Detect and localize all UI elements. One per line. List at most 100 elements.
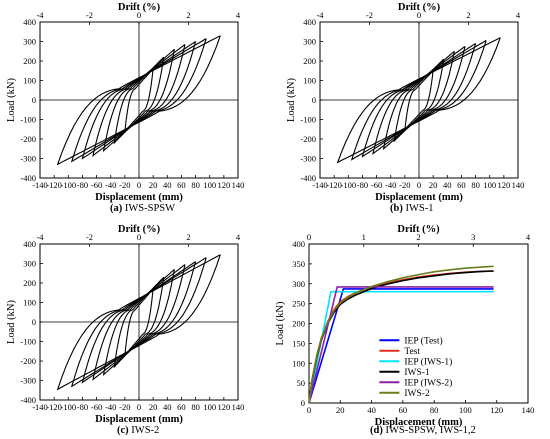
x-tick-label: -100 (60, 180, 76, 190)
hysteresis-loop (372, 45, 466, 155)
x-tick-label: 120 (217, 402, 230, 412)
legend-label: IWS-1 (404, 368, 430, 378)
y-tick-label: 300 (292, 279, 305, 289)
x-axis-label: Displacement (mm) (95, 414, 183, 425)
caption-d: (d) IWS-SPSW, IWS-1,2 (370, 425, 476, 436)
y-tick-label: 350 (292, 259, 305, 269)
hysteresis-loop (336, 37, 501, 164)
y-tick-label: 0 (301, 398, 305, 408)
caption-a-text: IWS-SPSW (124, 203, 176, 214)
x-tick-label: 100 (483, 180, 496, 190)
chart-panel-b: -140-120-100 -80 -60 -40 -20 0 20 40 60 80 100 120 1… (286, 2, 524, 203)
x-tick-label: 60 (399, 405, 408, 415)
y-tick-label: 250 (292, 299, 305, 309)
x-tick-label: -140 (32, 402, 48, 412)
x-axis-label: Displacement (mm) (375, 417, 463, 428)
x2-axis-label: Drift (%) (398, 2, 441, 13)
x-tick-label: 140 (232, 180, 245, 190)
x-tick-label: -40 (105, 180, 116, 190)
x-tick-label: 60 (457, 180, 466, 190)
caption-b: (b) IWS-1 (390, 203, 433, 214)
x-tick-label: 40 (163, 180, 172, 190)
y-tick-label: 400 (23, 17, 36, 27)
y-tick-label: 200 (303, 56, 316, 66)
x-tick-label: 0 (137, 402, 141, 412)
caption-c-text: IWS-2 (131, 425, 160, 436)
y-tick-label: 0 (32, 317, 36, 327)
x-tick-label: -120 (46, 180, 62, 190)
legend-label: IEP (IWS-2) (404, 378, 452, 389)
x-tick-label: 60 (177, 180, 186, 190)
y-tick-label: 400 (292, 239, 305, 249)
x-tick-label: 60 (177, 402, 186, 412)
y-axis-label: Load (kN) (286, 77, 297, 122)
x-tick-label: -80 (357, 180, 368, 190)
y-tick-label: 100 (292, 358, 305, 368)
series-line (308, 286, 494, 404)
x-tick-label: 80 (430, 405, 439, 415)
legend-label: IEP (IWS-1) (404, 357, 452, 368)
y-tick-label: -100 (20, 337, 36, 347)
x-tick-label: 80 (191, 180, 200, 190)
caption-b-tag: (b) (390, 203, 403, 214)
x-tick-label: 0 (137, 180, 141, 190)
y-tick-label: -300 (20, 376, 36, 386)
x2-tick-label: 4 (516, 10, 521, 20)
y-axis-label: Load (kN) (275, 301, 286, 346)
x-tick-label: -120 (46, 402, 62, 412)
x-tick-label: 80 (191, 402, 200, 412)
x-tick-label: -100 (60, 402, 76, 412)
chart-panel-c: -140-120-100 -80 -60 -40 -20 0 20 40 60 80 100 120 1… (6, 224, 244, 425)
x-tick-label: 0 (307, 405, 311, 415)
x-axis-label: Displacement (mm) (95, 192, 183, 203)
x2-axis-label: Drift (%) (118, 224, 161, 235)
x-tick-label: 140 (522, 405, 535, 415)
x-tick-label: -80 (77, 402, 88, 412)
x-tick-label: -80 (77, 180, 88, 190)
y-tick-label: 0 (312, 95, 316, 105)
y-tick-label: 300 (303, 37, 316, 47)
x2-tick-label: 2 (466, 10, 470, 20)
x-tick-label: -60 (91, 180, 102, 190)
x-tick-label: 100 (203, 180, 216, 190)
y-tick-label: -200 (300, 134, 316, 144)
hysteresis-loop (70, 38, 207, 163)
x2-tick-label: -2 (86, 10, 93, 20)
series-line (308, 265, 494, 404)
x-tick-label: -140 (32, 180, 48, 190)
x-tick-label: -20 (119, 402, 130, 412)
y-tick-label: -300 (20, 154, 36, 164)
x2-tick-label: -2 (86, 232, 93, 242)
y-tick-label: -400 (20, 395, 36, 405)
x-tick-label: 40 (163, 402, 172, 412)
x2-tick-label: 0 (417, 10, 421, 20)
x-tick-label: -20 (399, 180, 410, 190)
legend-label: Test (404, 347, 420, 357)
x-tick-label: -40 (105, 402, 116, 412)
caption-b-text: IWS-1 (405, 203, 434, 214)
y-tick-label: 100 (303, 76, 316, 86)
x-tick-label: -60 (91, 402, 102, 412)
x2-tick-label: 0 (307, 232, 311, 242)
x2-tick-label: 1 (362, 232, 366, 242)
caption-d-text: IWS-SPSW, IWS-1,2 (385, 425, 476, 436)
x-tick-label: 140 (512, 180, 525, 190)
x2-tick-label: 2 (186, 232, 190, 242)
hysteresis-loop (81, 41, 197, 160)
hysteresis-loop (71, 257, 207, 388)
y-tick-label: 400 (23, 239, 36, 249)
y-tick-label: -100 (20, 115, 36, 125)
caption-a-tag: (a) (110, 203, 123, 214)
series-line (308, 288, 494, 404)
x2-tick-label: 3 (471, 232, 475, 242)
x-tick-label: -140 (312, 180, 328, 190)
x-tick-label: -120 (326, 180, 342, 190)
y-tick-label: -100 (300, 115, 316, 125)
x2-tick-label: -4 (36, 10, 44, 20)
y-tick-label: -300 (300, 154, 316, 164)
x-tick-label: 120 (497, 180, 510, 190)
series-line (308, 290, 494, 404)
caption-a: (a) IWS-SPSW (110, 203, 175, 214)
y-tick-label: 100 (23, 298, 36, 308)
hysteresis-loop (56, 254, 221, 391)
